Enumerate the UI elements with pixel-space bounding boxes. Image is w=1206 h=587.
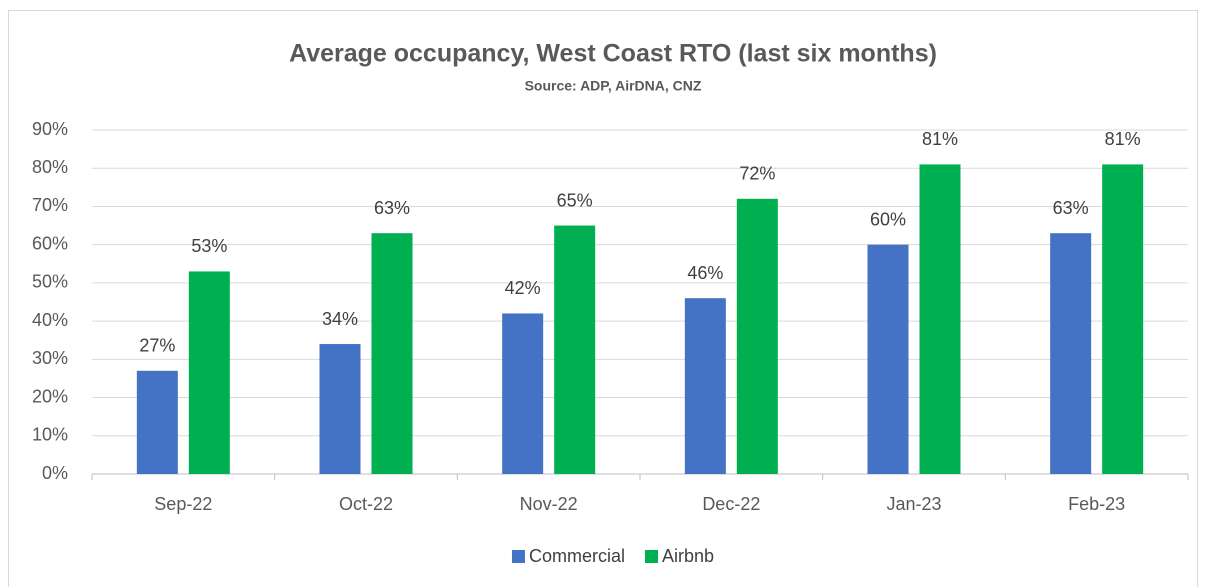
- chart-subtitle: Source: ADP, AirDNA, CNZ: [525, 78, 702, 94]
- y-tick-label: 0%: [42, 463, 68, 483]
- y-tick-label: 90%: [32, 119, 68, 139]
- bar: [136, 370, 178, 474]
- bar: [554, 225, 596, 474]
- data-label: 65%: [557, 190, 593, 210]
- data-label: 63%: [374, 198, 410, 218]
- y-tick-label: 80%: [32, 157, 68, 177]
- x-tick-label: Nov-22: [520, 494, 578, 514]
- y-tick-label: 50%: [32, 272, 68, 292]
- bar: [919, 164, 961, 474]
- y-tick-label: 10%: [32, 425, 68, 445]
- data-label: 60%: [870, 209, 906, 229]
- data-label: 27%: [139, 336, 175, 356]
- bar: [867, 244, 909, 474]
- data-label: 34%: [322, 309, 358, 329]
- y-tick-label: 40%: [32, 310, 68, 330]
- legend-label: Commercial: [529, 546, 625, 566]
- y-tick-label: 30%: [32, 348, 68, 368]
- data-label: 53%: [191, 236, 227, 256]
- legend-swatch: [644, 550, 658, 563]
- bar: [1102, 164, 1144, 474]
- bar: [319, 344, 361, 474]
- bar: [1050, 233, 1092, 474]
- x-tick-label: Dec-22: [702, 494, 760, 514]
- bar: [502, 313, 544, 474]
- chart-title: Average occupancy, West Coast RTO (last …: [289, 40, 937, 68]
- data-label: 46%: [687, 263, 723, 283]
- x-tick-label: Oct-22: [339, 494, 393, 514]
- legend-swatch: [511, 550, 525, 563]
- data-label: 63%: [1053, 198, 1089, 218]
- data-label: 42%: [505, 278, 541, 298]
- bar: [736, 198, 778, 475]
- bar: [188, 271, 230, 474]
- x-tick-label: Feb-23: [1068, 494, 1125, 514]
- y-tick-label: 70%: [32, 195, 68, 215]
- x-tick-label: Sep-22: [154, 494, 212, 514]
- legend-label: Airbnb: [662, 546, 714, 566]
- bar: [371, 233, 413, 474]
- data-label: 81%: [1105, 129, 1141, 149]
- y-tick-label: 60%: [32, 233, 68, 253]
- y-tick-label: 20%: [32, 386, 68, 406]
- x-tick-label: Jan-23: [886, 494, 941, 514]
- data-label: 81%: [922, 129, 958, 149]
- bar: [684, 298, 726, 474]
- data-label: 72%: [739, 164, 775, 184]
